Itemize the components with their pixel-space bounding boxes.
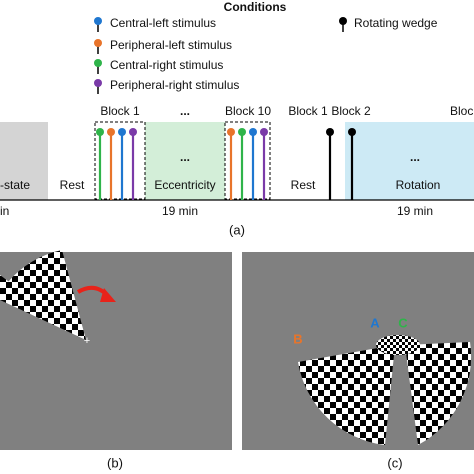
center-checker [376, 335, 420, 355]
block-label: Bloc [450, 104, 473, 118]
block-label: Block 1 [100, 104, 140, 118]
resting-block [0, 122, 48, 200]
legend-item: Peripheral-right stimulus [110, 78, 239, 92]
legend-pin [94, 59, 102, 74]
eccentricity-region [145, 122, 225, 200]
label: -state [0, 178, 30, 192]
label: in [0, 204, 9, 218]
block-box [224, 121, 271, 200]
wedge-label: B [293, 331, 302, 346]
stimulus-pins [96, 128, 356, 200]
legend-item: Rotating wedge [354, 16, 438, 30]
legend-item: Peripheral-left stimulus [110, 38, 232, 52]
label: Rest [291, 178, 316, 192]
panel-c: B A C (c) [242, 252, 474, 470]
checker-wedge [298, 345, 395, 445]
legend-pin [94, 39, 102, 54]
ellipsis: ... [180, 104, 190, 118]
block-label: Block 1 [288, 104, 328, 118]
duration: 19 min [162, 204, 198, 218]
legend-title: Conditions [224, 0, 287, 14]
block-label: Block 10 [225, 104, 271, 118]
checker-wedge [405, 342, 472, 445]
checker-wedge [8, 250, 86, 340]
legend-item: Central-left stimulus [110, 16, 216, 30]
arrow-head [100, 288, 116, 302]
caption: (a) [229, 222, 245, 237]
legend-pin [94, 17, 102, 32]
block-label: Block 2 [331, 104, 371, 118]
legend-item: Central-right stimulus [110, 58, 223, 72]
label: Eccentricity [154, 178, 215, 192]
legend-pin [339, 17, 347, 32]
ellipsis: ... [410, 150, 420, 164]
checker-wedge [0, 275, 86, 340]
label: Rotation [396, 178, 441, 192]
label: Rest [60, 178, 85, 192]
caption: (b) [107, 455, 123, 470]
caption: (c) [387, 455, 402, 470]
block-box [94, 121, 146, 200]
legend: Conditions Central-left stimulus Periphe… [94, 0, 438, 94]
ellipsis: ... [180, 150, 190, 164]
timeline: -state in Rest Block 1 ... Block 10 ... … [0, 104, 474, 237]
panel-b: + (b) [0, 250, 232, 470]
duration: 19 min [397, 204, 433, 218]
legend-pin [94, 79, 102, 94]
rotation-region [345, 122, 474, 200]
wedge-label: C [398, 315, 408, 330]
wedge-label: A [370, 315, 380, 330]
fixation: + [84, 335, 90, 347]
